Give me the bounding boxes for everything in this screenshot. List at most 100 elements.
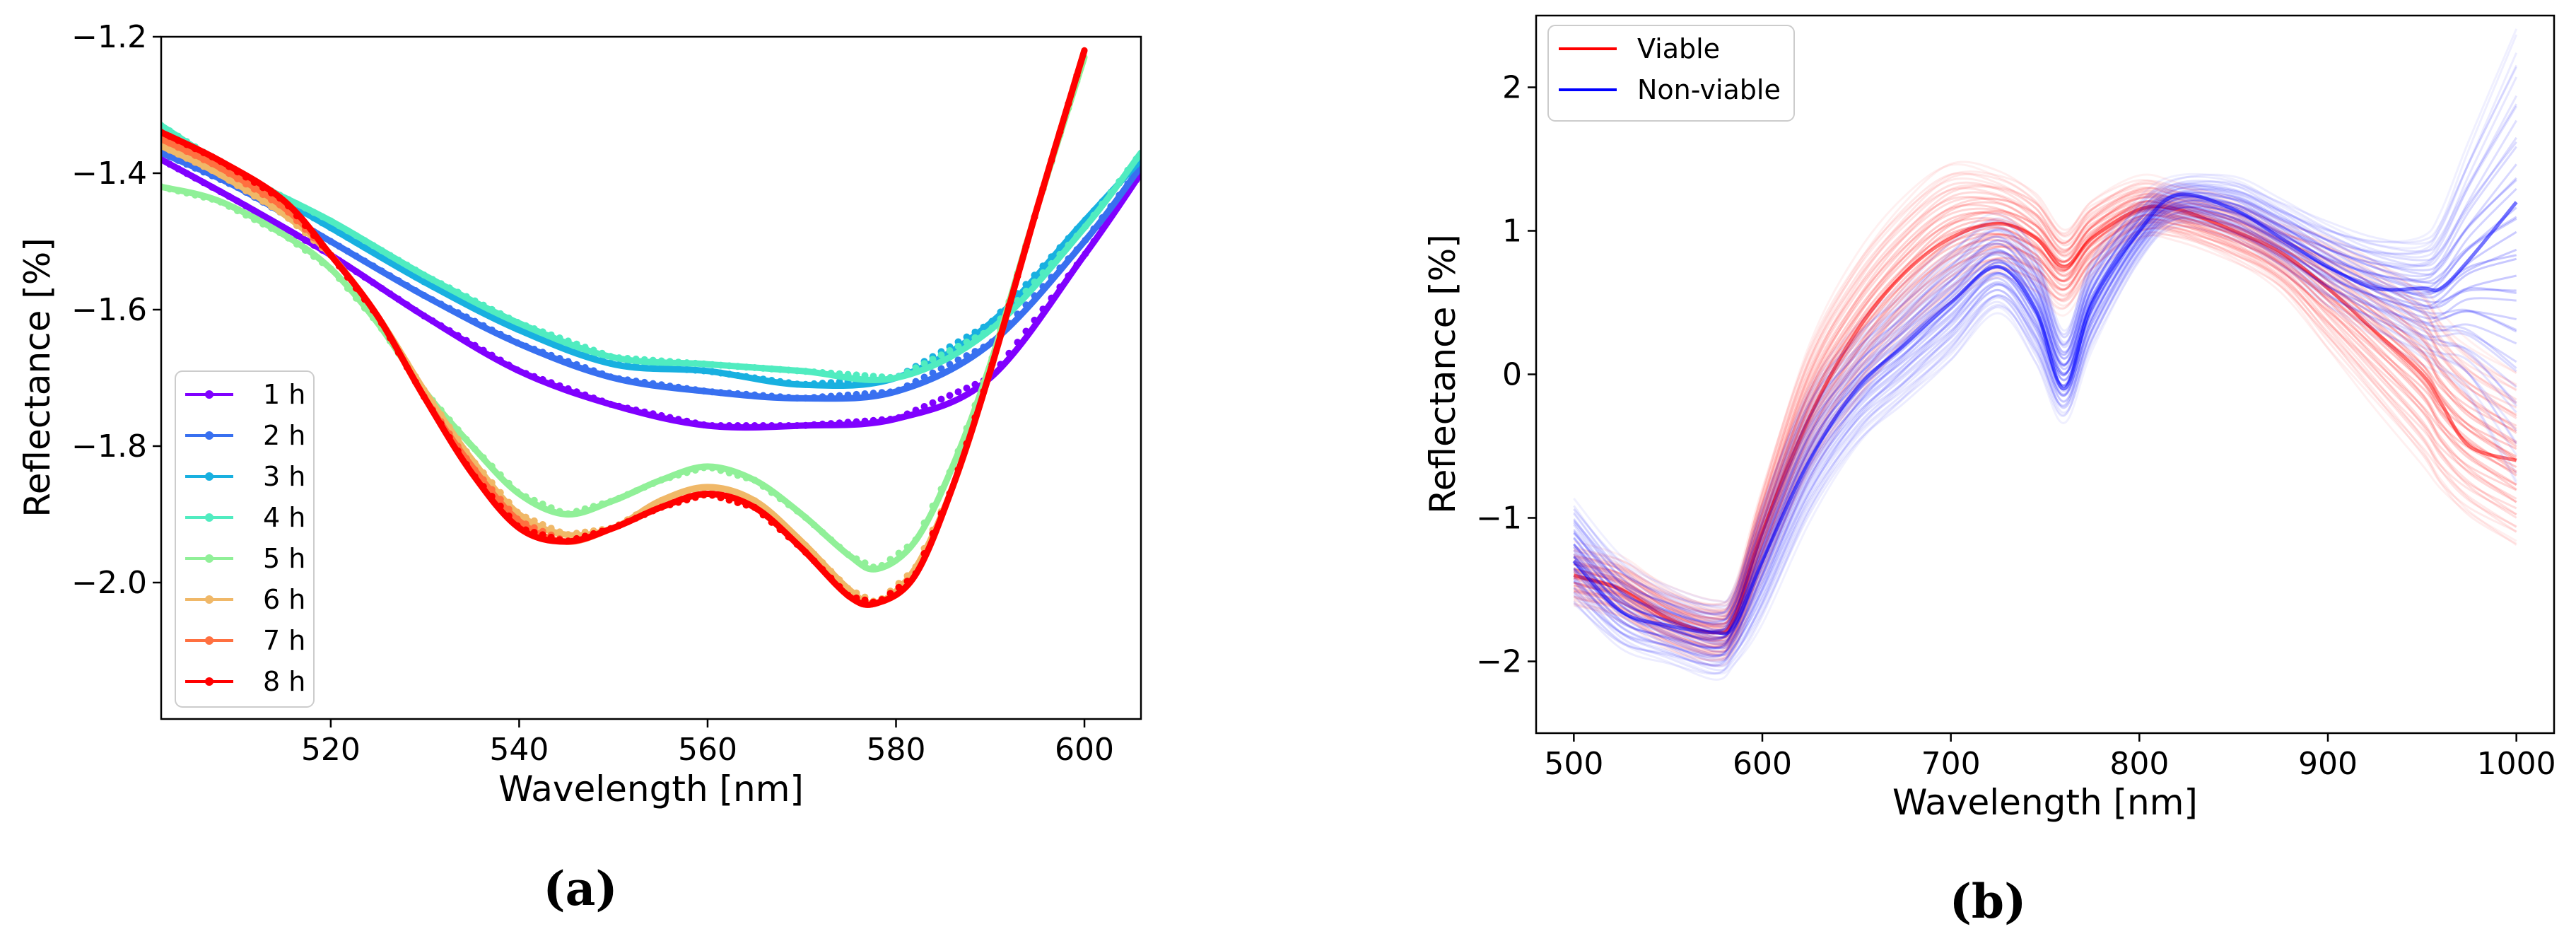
series-marker — [556, 355, 563, 362]
series-marker — [1005, 302, 1013, 310]
series-marker — [488, 351, 496, 359]
spectrum-line — [1573, 173, 2517, 607]
panel-b-chart: 500 600 700 800 900 1000 −2 −1 0 1 2 Wavelength [… — [1422, 14, 2556, 929]
series-marker — [963, 338, 971, 346]
series-marker — [1099, 200, 1106, 208]
series-marker — [683, 496, 691, 503]
series-marker — [369, 262, 377, 270]
series-marker — [954, 388, 962, 396]
series-marker — [505, 512, 513, 520]
series-marker — [590, 346, 597, 354]
series-marker — [836, 378, 843, 386]
series-marker — [742, 474, 750, 481]
panel-b-x-tick-label: 900 — [2298, 746, 2358, 782]
series-marker — [233, 168, 241, 176]
series-marker — [284, 202, 292, 210]
series-marker — [335, 229, 343, 237]
series-marker — [615, 375, 623, 382]
series-marker — [810, 521, 818, 529]
series-marker — [895, 549, 903, 557]
series-marker — [513, 522, 521, 530]
series-marker — [717, 361, 725, 369]
series-marker — [776, 378, 784, 385]
series-marker — [623, 491, 631, 498]
series-marker — [666, 358, 674, 366]
series-marker — [1065, 272, 1072, 280]
legend-label: 7 h — [263, 625, 305, 656]
series-marker — [556, 536, 563, 544]
series-marker — [785, 533, 792, 541]
series-marker — [183, 148, 190, 156]
series-marker — [344, 262, 351, 270]
panel-a-chart: 520 540 560 580 600 −2.0 −1.8 −1.6 −1.4 −1.2 Wav… — [17, 19, 1142, 916]
series-marker — [1056, 284, 1064, 291]
series-marker — [640, 510, 648, 518]
series-marker — [1022, 242, 1030, 250]
panel-a-y-tick-label: −1.4 — [71, 156, 147, 192]
series-marker — [1090, 238, 1098, 245]
series-marker — [598, 527, 606, 535]
spectrum-line — [1573, 222, 2517, 655]
series-marker — [751, 477, 759, 484]
spectrum-line — [1573, 219, 2517, 667]
series-marker — [1073, 261, 1081, 269]
series-marker — [997, 308, 1005, 316]
series-marker — [386, 252, 394, 259]
series-marker — [674, 365, 682, 373]
series-marker — [1031, 316, 1038, 324]
series-marker — [183, 170, 190, 177]
series-marker — [327, 217, 334, 225]
series-marker — [590, 394, 597, 402]
series-marker — [870, 416, 877, 424]
series-marker — [870, 598, 877, 606]
series-marker — [505, 498, 513, 506]
series-marker — [352, 252, 360, 260]
series-marker — [352, 294, 360, 302]
series-marker — [200, 163, 207, 170]
series-marker — [226, 176, 233, 184]
series-marker — [183, 189, 190, 197]
series-marker — [1073, 232, 1081, 240]
series-marker — [836, 419, 843, 427]
series-marker — [700, 491, 708, 499]
panel-b-y-tick-label: 1 — [1502, 214, 1522, 250]
series-marker — [564, 358, 572, 366]
spectrum-line — [1573, 66, 2518, 614]
series-marker — [1005, 349, 1013, 357]
series-marker — [632, 487, 640, 495]
series-marker — [276, 201, 283, 209]
spectrum-line — [1573, 211, 2517, 645]
series-marker — [445, 305, 453, 312]
series-marker — [344, 247, 351, 255]
spectrum-line — [1574, 218, 2517, 647]
series-marker — [369, 248, 377, 256]
series-marker — [623, 355, 631, 362]
panel-b-y-axis-label: Reflectance [%] — [1422, 234, 1463, 514]
series-marker — [844, 419, 852, 426]
series-marker — [649, 479, 657, 487]
series-marker — [192, 164, 199, 172]
panel-a-x-axis-label: Wavelength [nm] — [498, 768, 804, 810]
series-marker — [581, 532, 589, 540]
series-marker — [344, 234, 351, 242]
legend-label: 5 h — [263, 543, 305, 574]
series-marker — [895, 373, 903, 380]
series-marker — [708, 361, 716, 368]
series-marker — [496, 310, 504, 317]
series-marker — [683, 385, 691, 392]
series-marker — [954, 466, 962, 474]
series-marker — [386, 334, 394, 341]
series-marker — [352, 268, 360, 276]
series-marker — [1031, 271, 1038, 279]
series-marker — [785, 422, 792, 429]
series-marker — [683, 366, 691, 373]
series-marker — [428, 407, 436, 414]
series-marker — [276, 222, 283, 230]
series-marker — [209, 183, 216, 191]
series-marker — [717, 494, 725, 501]
series-marker — [759, 392, 767, 399]
series-marker — [768, 365, 775, 373]
legend-swatch-marker — [205, 431, 213, 440]
series-marker — [640, 378, 648, 386]
series-marker — [1116, 177, 1123, 185]
